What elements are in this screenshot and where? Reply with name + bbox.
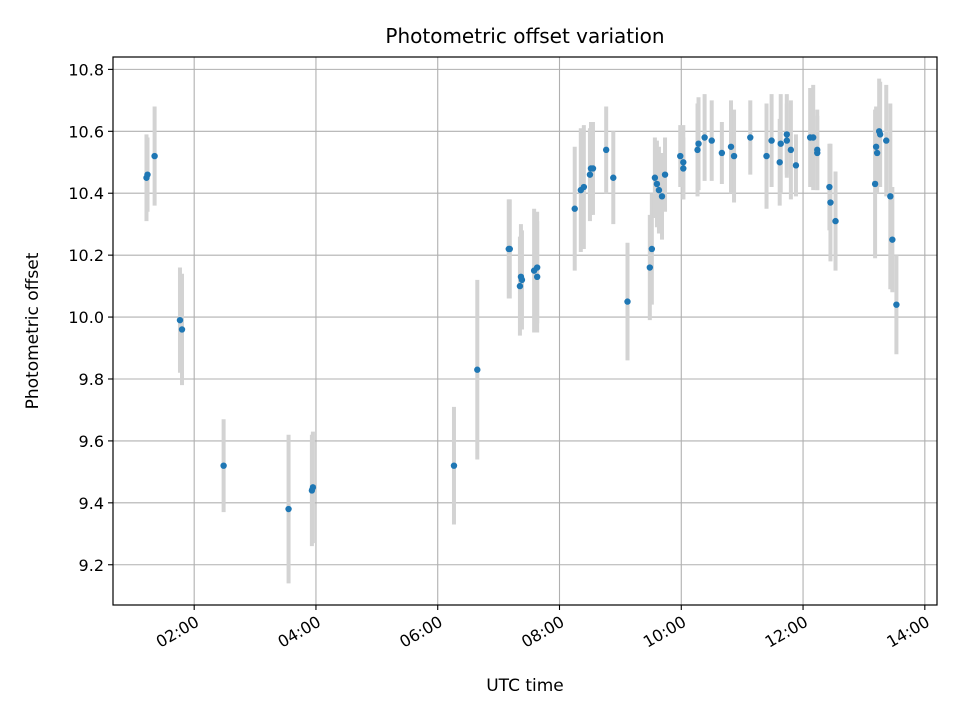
data-point [777, 140, 784, 147]
data-point [871, 180, 879, 188]
data-point [889, 236, 896, 243]
data-point [518, 276, 526, 284]
data-point [624, 298, 631, 305]
data-point [474, 366, 481, 373]
data-point [747, 134, 754, 141]
data-point [695, 140, 702, 147]
data-point [730, 152, 738, 160]
y-tick-label: 10.8 [68, 60, 104, 79]
data-point [571, 205, 578, 212]
x-axis-label: UTC time [486, 676, 564, 696]
data-point [783, 137, 791, 144]
data-point [768, 137, 775, 144]
data-point [783, 131, 791, 138]
y-tick-label: 10.0 [68, 308, 104, 327]
y-tick-label: 9.8 [79, 370, 104, 389]
plot-frame [112, 56, 938, 606]
data-point [655, 186, 663, 194]
data-point [832, 217, 839, 225]
data-point [646, 264, 654, 271]
data-points [143, 128, 900, 513]
data-point [727, 143, 735, 150]
data-point [809, 134, 817, 141]
data-point [708, 137, 715, 144]
data-point [876, 131, 884, 138]
data-point [533, 264, 541, 271]
data-point [580, 183, 588, 191]
data-point [506, 245, 513, 253]
data-point [648, 245, 656, 253]
data-point [787, 146, 795, 154]
data-point [533, 273, 541, 281]
data-point [450, 462, 458, 469]
data-point [658, 193, 666, 200]
data-point [661, 171, 669, 178]
y-tick-label: 10.4 [68, 184, 104, 203]
data-point [677, 152, 684, 160]
data-point [516, 282, 524, 290]
data-point [763, 152, 770, 160]
data-point [178, 326, 186, 333]
data-point [887, 193, 894, 200]
data-point [826, 183, 833, 191]
data-point [883, 137, 890, 144]
data-point [718, 149, 726, 157]
data-point [144, 171, 151, 178]
data-point [589, 165, 597, 172]
data-point [873, 149, 881, 157]
data-point [680, 165, 687, 172]
data-point [602, 146, 610, 154]
data-point [309, 484, 317, 491]
y-tick-label: 9.2 [79, 556, 104, 575]
data-point [586, 171, 594, 178]
y-tick-label: 9.4 [79, 494, 104, 513]
data-point [701, 134, 708, 141]
data-point [893, 301, 900, 308]
data-point [651, 174, 659, 181]
data-point [827, 199, 834, 206]
data-point [694, 146, 701, 154]
grid-lines [113, 57, 937, 605]
data-point [776, 159, 783, 166]
data-point [653, 180, 661, 188]
data-point [814, 146, 821, 154]
chart-title: Photometric offset variation [385, 24, 664, 48]
data-point [285, 505, 292, 513]
data-point [872, 143, 880, 150]
data-point [610, 174, 617, 181]
data-point [176, 316, 184, 324]
y-tick-label: 10.6 [68, 122, 104, 141]
y-tick-label: 10.2 [68, 246, 104, 265]
y-tick-label: 9.6 [79, 432, 104, 451]
data-point [220, 462, 227, 469]
data-point [680, 159, 687, 166]
data-point [151, 152, 158, 160]
data-point [792, 162, 800, 169]
y-axis-ticks: 9.2 9.4 9.6 9.8 10.0 10.2 10.4 10.6 10.8 [68, 60, 113, 575]
y-axis-label: Photometric offset [23, 252, 43, 409]
